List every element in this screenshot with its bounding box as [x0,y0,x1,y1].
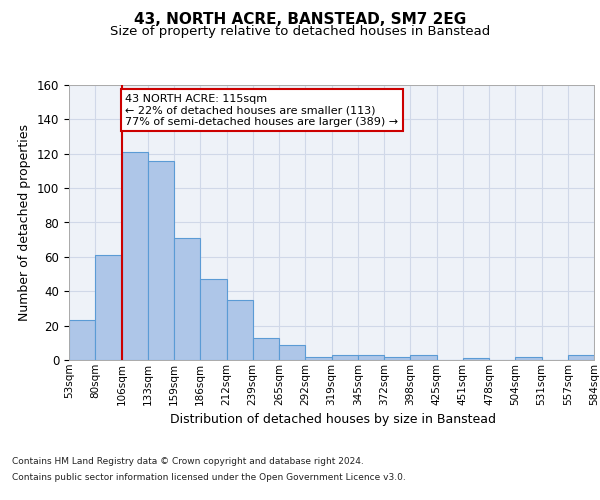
Text: 43, NORTH ACRE, BANSTEAD, SM7 2EG: 43, NORTH ACRE, BANSTEAD, SM7 2EG [134,12,466,28]
Bar [463,358,489,360]
Text: 43 NORTH ACRE: 115sqm
← 22% of detached houses are smaller (113)
77% of semi-det: 43 NORTH ACRE: 115sqm ← 22% of detached … [125,94,398,127]
Bar [95,255,121,360]
Bar [384,356,410,360]
Y-axis label: Number of detached properties: Number of detached properties [19,124,31,321]
Bar [331,355,358,360]
Bar [253,338,279,360]
Bar [200,279,227,360]
Bar [148,160,174,360]
Text: Contains public sector information licensed under the Open Government Licence v3: Contains public sector information licen… [12,472,406,482]
Bar [121,152,148,360]
Text: Size of property relative to detached houses in Banstead: Size of property relative to detached ho… [110,25,490,38]
Bar [279,344,305,360]
Bar [410,355,437,360]
Bar [515,356,542,360]
Bar [358,355,384,360]
Bar [174,238,200,360]
Text: Distribution of detached houses by size in Banstead: Distribution of detached houses by size … [170,412,496,426]
Bar [69,320,95,360]
Bar [568,355,594,360]
Text: Contains HM Land Registry data © Crown copyright and database right 2024.: Contains HM Land Registry data © Crown c… [12,458,364,466]
Bar [305,356,331,360]
Bar [227,300,253,360]
